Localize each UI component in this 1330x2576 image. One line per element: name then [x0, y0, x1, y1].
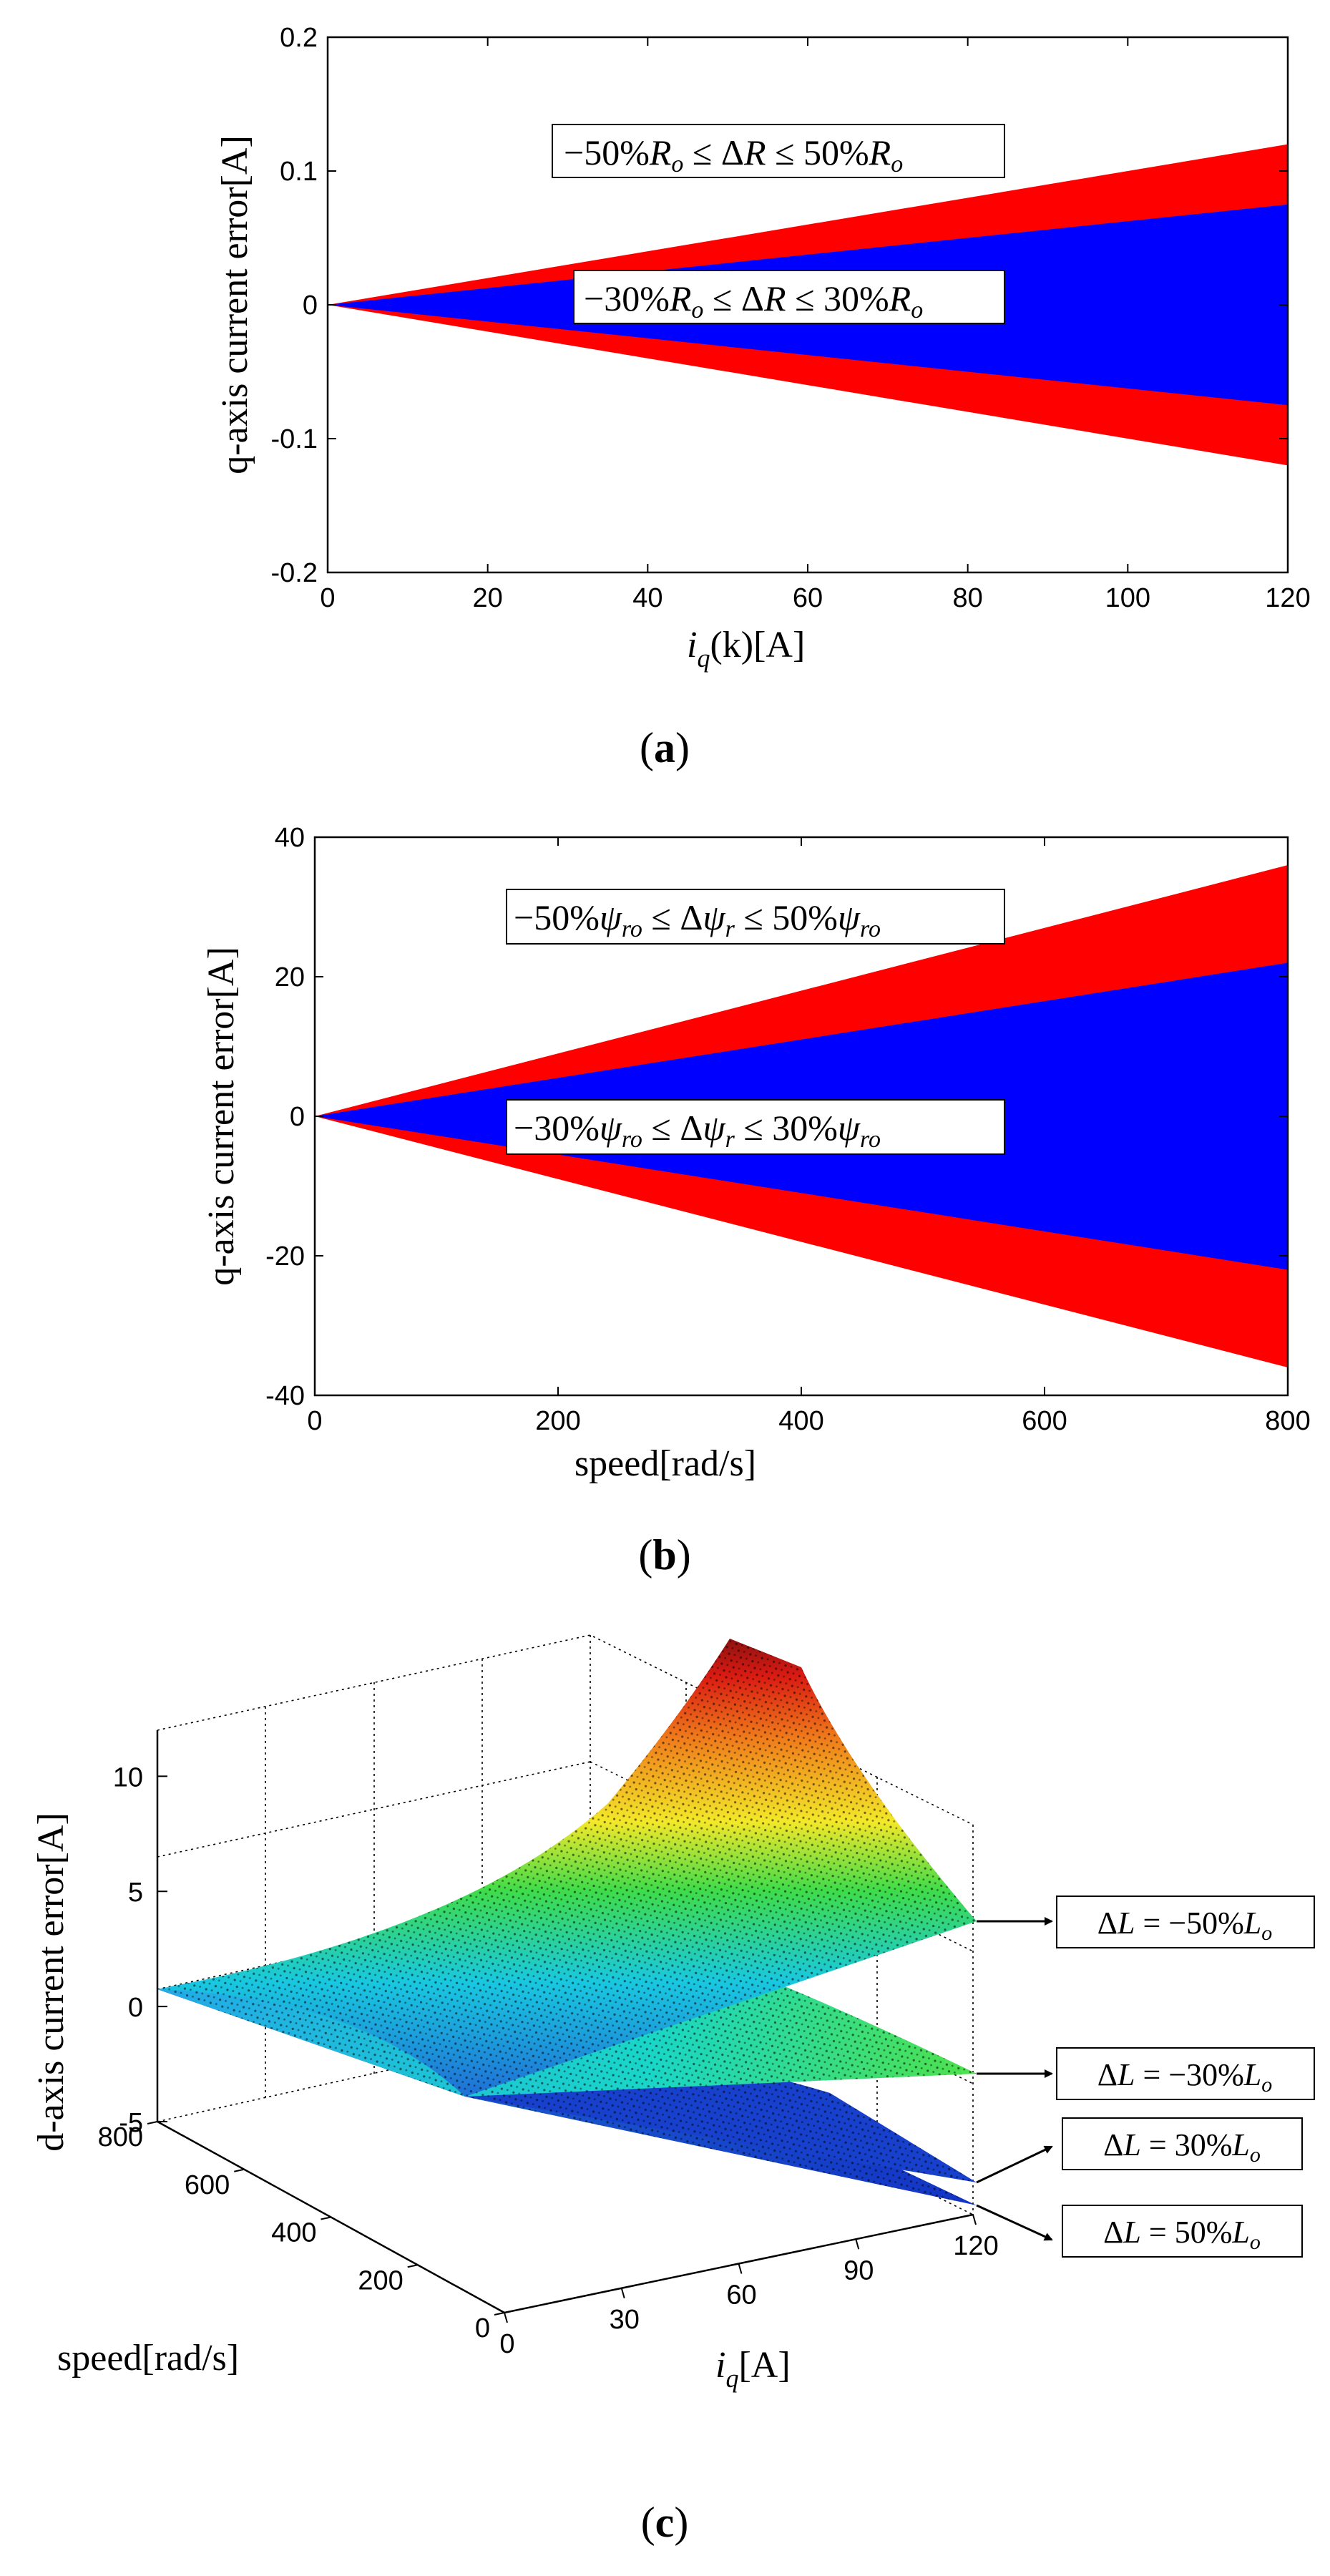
panel-b-xtick-label: 400 — [778, 1406, 823, 1436]
panel-c-speed-tick-label: 200 — [358, 2265, 403, 2296]
panel-c-ztick-label: 10 — [113, 1762, 143, 1792]
label-deltaL-plus50: ΔL = 50%Lo — [1103, 2215, 1261, 2254]
svg-text:−50%Ro ≤ ΔR ≤ 50%Ro: −50%Ro ≤ ΔR ≤ 50%Ro — [564, 132, 903, 177]
panel-b-annotation-50: −50%ψro ≤ Δψr ≤ 50%ψro — [506, 889, 1005, 945]
surface-deltaL-minus50-dots — [157, 1639, 977, 2097]
panel-b-xtick-label: 600 — [1022, 1406, 1067, 1436]
panel-c-iq-tick-label: 90 — [844, 2255, 874, 2285]
panel-c-speed-tick-label: 800 — [98, 2122, 143, 2152]
caption-b: (b) — [638, 1531, 690, 1579]
svg-text:−30%ψro ≤ Δψr ≤ 30%ψro: −30%ψro ≤ Δψr ≤ 30%ψro — [514, 1108, 881, 1153]
panel-a-ytick-label: -0.1 — [271, 424, 318, 454]
panel-a-ytick-label: 0.2 — [280, 23, 318, 53]
panel-a-x-ticks: 0 20 40 60 80 100 120 — [320, 37, 1311, 613]
panel-c-chart: -5 0 5 10 0 200 400 600 800 0 30 60 90 120 ΔL = −50%L… — [31, 1634, 1315, 2546]
panel-b-ytick-label: -20 — [265, 1241, 305, 1272]
panel-c-iq-tick-label: 120 — [953, 2231, 998, 2261]
panel-b-ytick-label: 40 — [275, 823, 305, 853]
panel-a-xtick-label: 0 — [320, 583, 335, 613]
label-deltaL-minus30: ΔL = −30%Lo — [1097, 2057, 1273, 2097]
panel-b-xtick-label: 800 — [1265, 1406, 1310, 1436]
panel-b-chart: 0 200 400 600 800 -40 -20 0 20 40 −50%ψro ≤ Δψr … — [201, 823, 1311, 1579]
panel-b-ytick-label: -40 — [265, 1381, 305, 1411]
panel-c-iq-tick-mark — [504, 2312, 508, 2323]
panel-c-iq-tick-mark — [738, 2263, 743, 2274]
panel-a-x-label-sub: q — [697, 644, 710, 673]
panel-c-iq-tick-label: 30 — [610, 2305, 640, 2335]
panel-a-y-ticks: -0.2 -0.1 0 0.1 0.2 — [271, 23, 1288, 588]
panel-c-ztick-label: -5 — [119, 2108, 143, 2138]
panel-c-speed-tick-label: 600 — [185, 2170, 230, 2200]
panel-c-iq-tick-mark — [972, 2214, 977, 2225]
panel-c-legend-labels: ΔL = −50%Lo ΔL = −30%Lo ΔL = 30%Lo ΔL = … — [976, 1896, 1315, 2258]
panel-a-ytick-label: 0 — [303, 291, 318, 321]
panel-c-ztick-label: 5 — [128, 1878, 143, 1908]
panel-c-ztick-label: 0 — [128, 1993, 143, 2023]
caption-a: (a) — [640, 724, 690, 771]
panel-b-ytick-label: 20 — [275, 962, 305, 992]
label-deltaL-minus50: ΔL = −50%Lo — [1097, 1906, 1273, 1945]
panel-a-chart: 0 20 40 60 80 100 120 -0.2 -0.1 0 0.1 0.2 −50%Ro ≤… — [215, 23, 1311, 771]
panel-c-speed-tick-mark — [407, 2264, 418, 2268]
panel-a-x-axis-label: iq(k)[A] — [687, 625, 805, 673]
panel-a-ytick-label: -0.2 — [271, 558, 318, 588]
panel-c-ticks: -5 0 5 10 0 200 400 600 800 0 30 60 90 120 — [98, 1762, 999, 2359]
panel-b-x-axis-label: speed[rad/s] — [574, 1443, 756, 1484]
panel-b-xtick-label: 0 — [307, 1406, 322, 1436]
panel-a-x-label-main: i — [687, 625, 697, 665]
panel-c-iq-tick-label: 60 — [726, 2280, 756, 2311]
panel-c-iq-tick-label: 0 — [499, 2329, 514, 2359]
panel-b-x-ticks: 0 200 400 600 800 — [307, 837, 1311, 1436]
panel-c-surfaces — [157, 1639, 977, 2205]
panel-a-x-label-rest: (k)[A] — [710, 625, 805, 665]
panel-c-speed-tick-mark — [321, 2216, 331, 2220]
panel-c-z-axis-label: d-axis current error[A] — [31, 1813, 72, 2152]
panel-a-xtick-label: 80 — [953, 583, 983, 613]
panel-b-xtick-label: 200 — [535, 1406, 580, 1436]
panel-a-xtick-label: 20 — [473, 583, 503, 613]
panel-c-iq-axis-label: iq[A] — [715, 2345, 791, 2393]
panel-c-speed-axis-label: speed[rad/s] — [57, 2338, 239, 2379]
panel-c-speed-tick-mark — [234, 2168, 245, 2172]
panel-c-speed-tick-mark — [147, 2121, 158, 2124]
svg-text:−50%ψro ≤ Δψr ≤ 50%ψro: −50%ψro ≤ Δψr ≤ 50%ψro — [514, 897, 881, 942]
panel-a-y-axis-label: q-axis current error[A] — [215, 135, 255, 474]
panel-a-xtick-label: 100 — [1105, 583, 1150, 613]
panel-c-speed-tick-mark — [494, 2312, 505, 2316]
panel-c-speed-tick-label: 400 — [271, 2218, 316, 2248]
panel-a-ytick-label: 0.1 — [280, 157, 318, 187]
panel-b-annotation-30: −30%ψro ≤ Δψr ≤ 30%ψro — [506, 1099, 1005, 1155]
panel-a-annotation-30: −30%Ro ≤ ΔR ≤ 30%Ro — [573, 270, 1005, 324]
panel-a-annotation-50: −50%Ro ≤ ΔR ≤ 50%Ro — [552, 124, 1005, 178]
panel-a-xtick-label: 120 — [1265, 583, 1310, 613]
svg-text:−30%Ro ≤ ΔR ≤ 30%Ro: −30%Ro ≤ ΔR ≤ 30%Ro — [584, 278, 923, 323]
label-deltaL-plus30: ΔL = 30%Lo — [1103, 2127, 1261, 2167]
panel-c-iq-tick-mark — [620, 2288, 625, 2299]
panel-a-xtick-label: 40 — [632, 583, 662, 613]
panel-c-speed-tick-label: 0 — [475, 2313, 490, 2343]
panel-c-iq-tick-mark — [855, 2238, 860, 2250]
panel-b-y-axis-label: q-axis current error[A] — [201, 947, 242, 1286]
panel-a-xtick-label: 60 — [793, 583, 823, 613]
caption-c: (c) — [641, 2499, 689, 2546]
panel-b-ytick-label: 0 — [290, 1102, 305, 1132]
panel-b-y-ticks: -40 -20 0 20 40 — [265, 823, 1288, 1411]
